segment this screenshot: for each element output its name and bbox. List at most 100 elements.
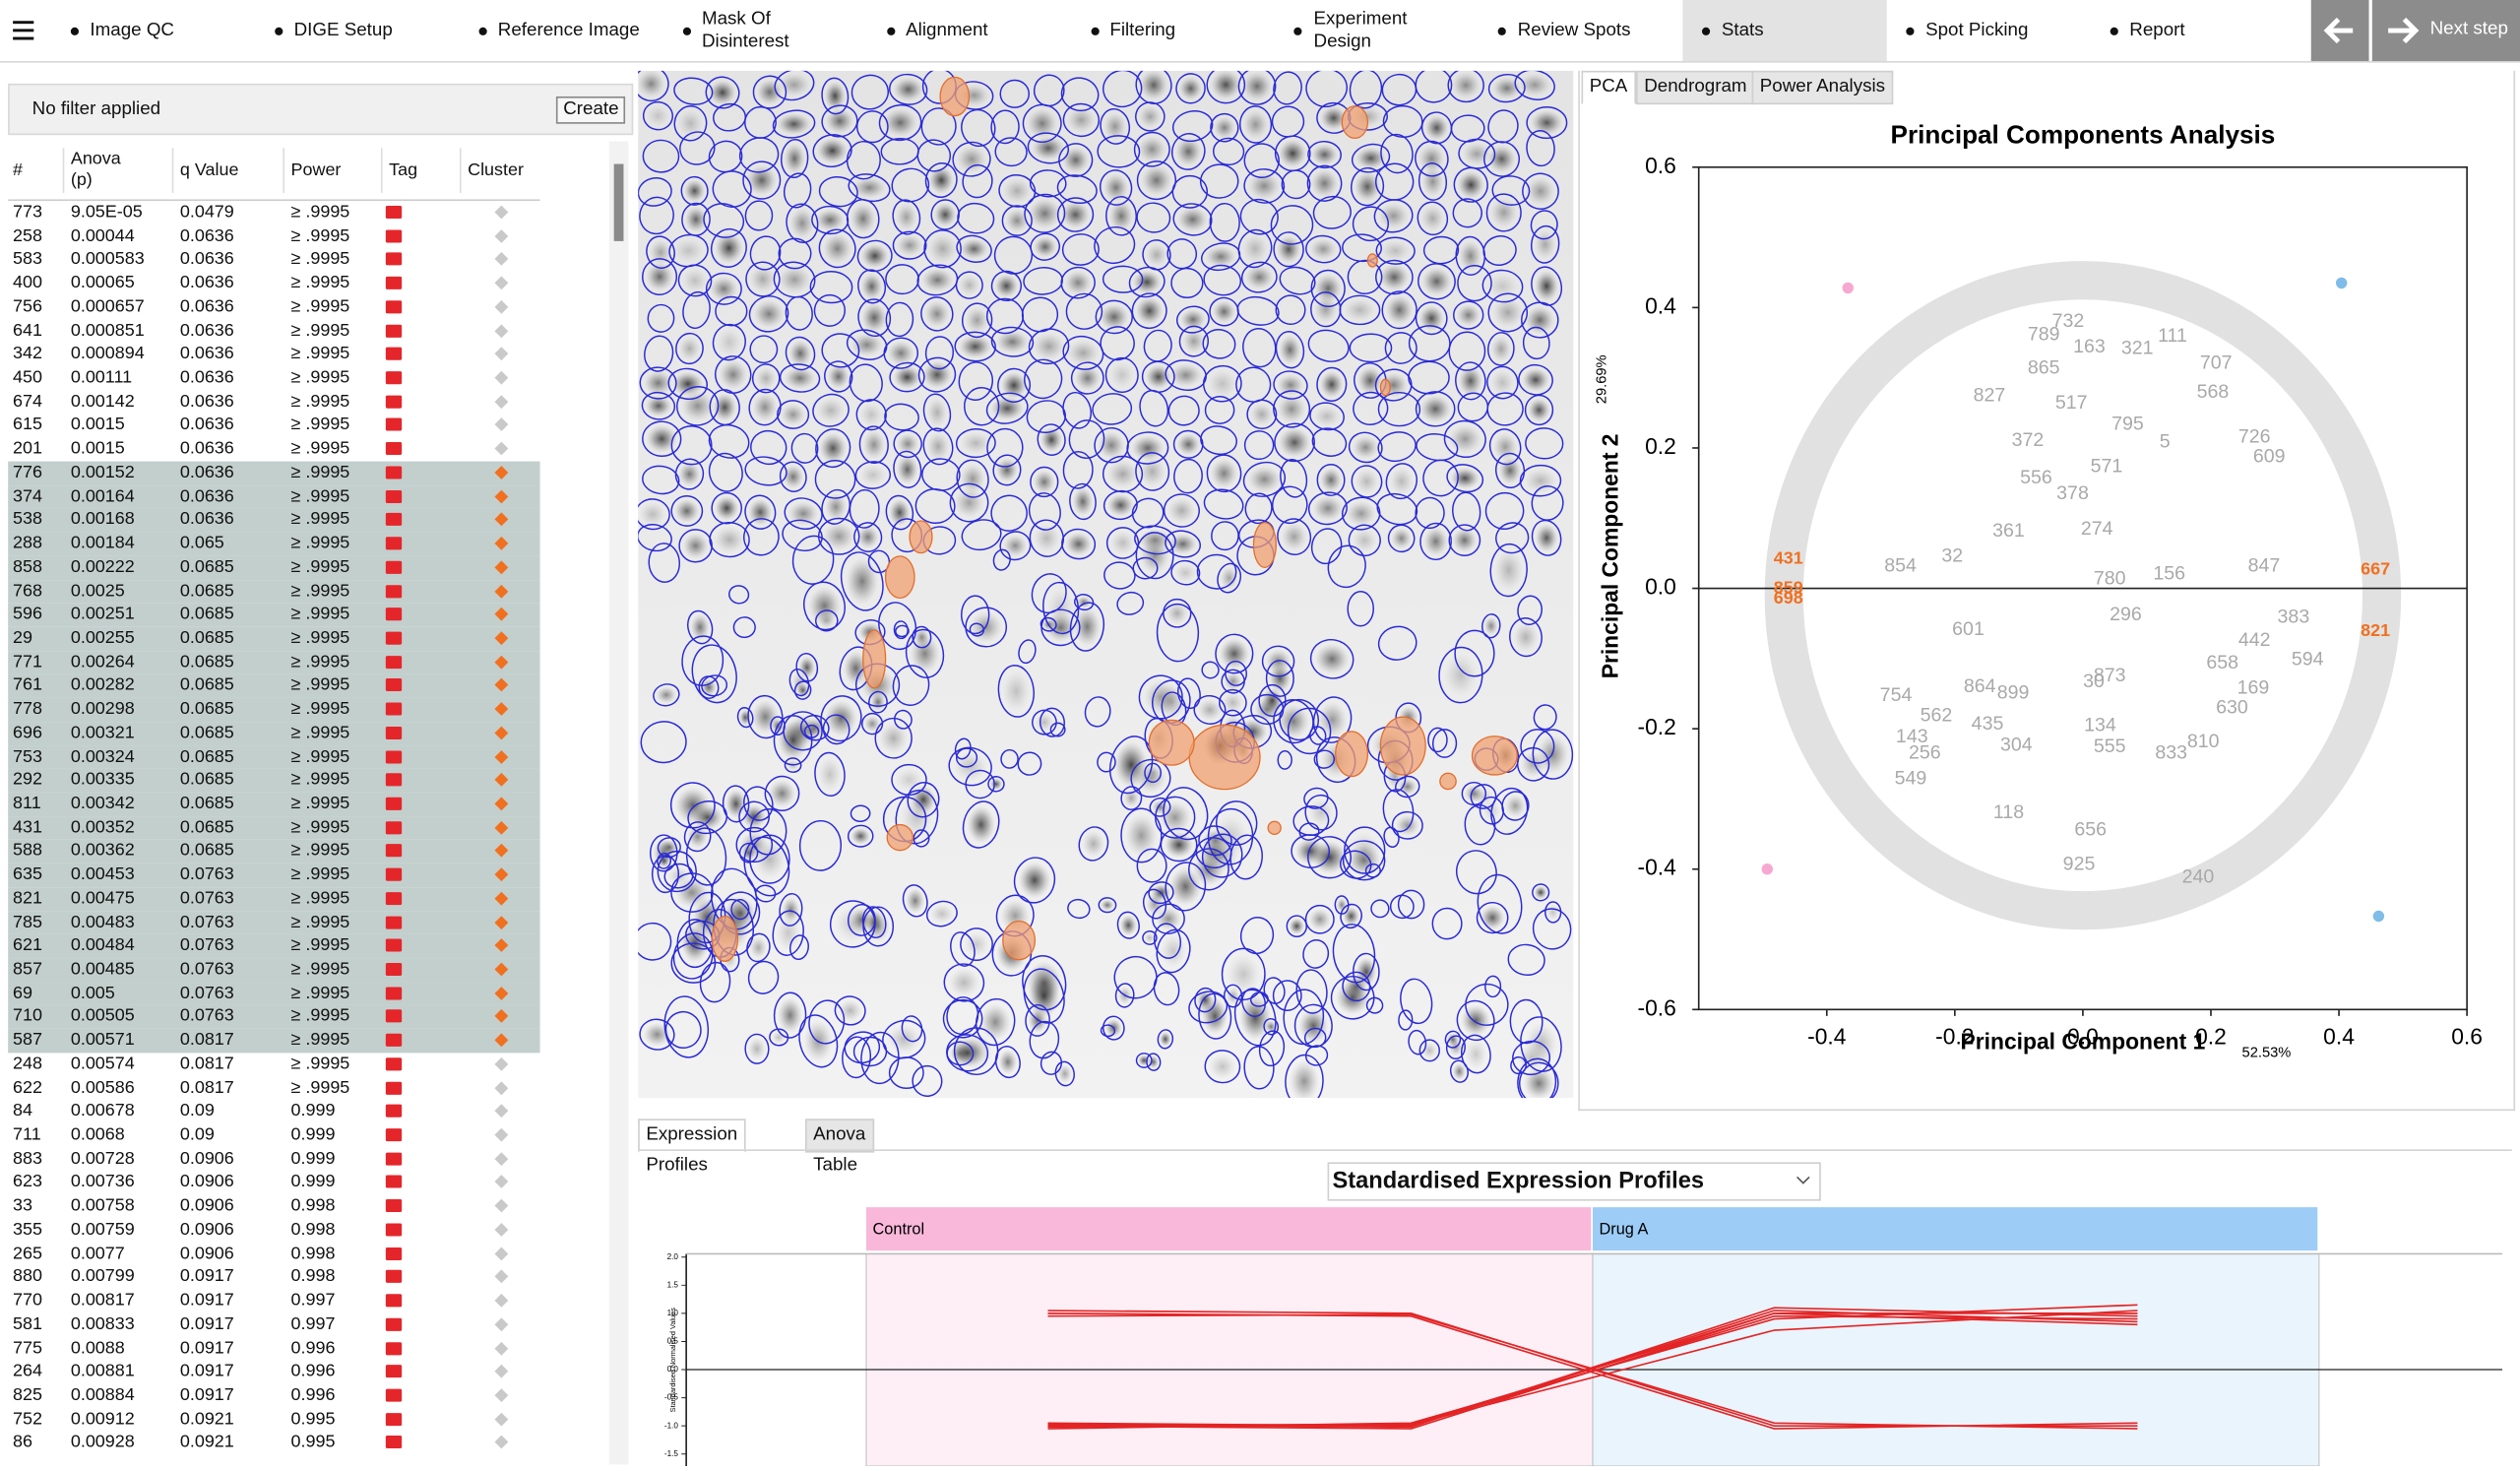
scrollbar[interactable] [608,141,629,1465]
table-row[interactable]: 761 0.00282 0.0685 ≥ .9995 [8,673,540,698]
spot-outline [742,160,782,200]
spot-outline [791,535,835,585]
table-row[interactable]: 771 0.00264 0.0685 ≥ .9995 [8,650,540,674]
column-header[interactable]: q Value [179,160,239,180]
table-row[interactable]: 201 0.0015 0.0636 ≥ .9995 [8,437,539,461]
step[interactable]: Report [2091,0,2295,61]
table-row[interactable]: 825 0.00884 0.0917 0.996 [8,1384,539,1408]
table-row[interactable]: 86 0.00928 0.0921 0.995 [8,1432,539,1455]
table-row[interactable]: 641 0.000851 0.0636 ≥ .9995 [8,319,539,343]
table-row[interactable]: 776 0.00152 0.0636 ≥ .9995 [8,461,540,485]
spot-outline [1464,803,1496,846]
table-row[interactable]: 711 0.0068 0.09 0.999 [8,1123,539,1147]
profile-dropdown[interactable]: Standardised Expression Profiles [1327,1162,1821,1201]
step[interactable]: Stats [1682,0,1888,62]
menu-icon[interactable] [13,20,35,42]
table-row[interactable]: 696 0.00321 0.0685 ≥ .9995 [8,721,540,745]
table-row[interactable]: 883 0.00728 0.0906 0.999 [8,1147,539,1171]
table-row[interactable]: 33 0.00758 0.0906 0.998 [8,1194,539,1218]
table-row[interactable]: 821 0.00475 0.0763 ≥ .9995 [8,886,540,911]
tab[interactable]: PCA [1581,70,1636,105]
table-row[interactable]: 258 0.00044 0.0636 ≥ .9995 [8,224,539,248]
spot-outline [920,296,954,332]
table-row[interactable]: 588 0.00362 0.0685 ≥ .9995 [8,839,540,863]
table-row[interactable]: 880 0.00799 0.0917 0.998 [8,1265,539,1289]
table-row[interactable]: 752 0.00912 0.0921 0.995 [8,1408,539,1432]
column-header[interactable]: Cluster [468,160,524,180]
step[interactable]: Experiment Design [1275,0,1479,61]
table-row[interactable]: 400 0.00065 0.0636 ≥ .9995 [8,272,539,295]
step[interactable]: Review Spots [1480,0,1683,61]
step[interactable]: Filtering [1071,0,1275,61]
table-row[interactable]: 635 0.00453 0.0763 ≥ .9995 [8,863,540,887]
table-cell: 0.0685 [179,746,234,767]
table-row[interactable]: 596 0.00251 0.0685 ≥ .9995 [8,603,540,627]
spot-outline [892,230,927,260]
protein-spot [889,498,911,527]
table-cell: 857 [13,959,43,980]
table-row[interactable]: 785 0.00483 0.0763 ≥ .9995 [8,910,540,935]
step[interactable]: Image QC [51,0,255,61]
table-cell: ≥ .9995 [290,770,350,791]
column-header[interactable]: Tag [389,160,418,180]
protein-spot [1159,1031,1171,1047]
tab[interactable]: Dendrogram [1636,70,1755,105]
cluster-icon [494,915,509,929]
create-button[interactable]: Create [556,96,626,124]
step[interactable]: Reference Image [460,0,663,61]
column-header[interactable]: # [13,160,24,180]
table-row[interactable]: 292 0.00335 0.0685 ≥ .9995 [8,768,540,793]
back-button[interactable] [2310,0,2369,62]
table-row[interactable]: 768 0.0025 0.0685 ≥ .9995 [8,579,540,604]
table-row[interactable]: 623 0.00736 0.0906 0.999 [8,1171,539,1194]
table-row[interactable]: 84 0.00678 0.09 0.999 [8,1100,539,1123]
table-row[interactable]: 753 0.00324 0.0685 ≥ .9995 [8,744,540,769]
table-row[interactable]: 773 9.05E-05 0.0479 ≥ .9995 [8,201,539,224]
table-row[interactable]: 583 0.000583 0.0636 ≥ .9995 [8,248,539,272]
table-row[interactable]: 431 0.00352 0.0685 ≥ .9995 [8,815,540,840]
table-row[interactable]: 69 0.005 0.0763 ≥ .9995 [8,982,540,1006]
next-button[interactable]: Next step [2371,0,2520,62]
table-row[interactable]: 811 0.00342 0.0685 ≥ .9995 [8,792,540,816]
table-row[interactable]: 288 0.00184 0.065 ≥ .9995 [8,532,540,556]
table-row[interactable]: 265 0.0077 0.0906 0.998 [8,1242,539,1265]
step[interactable]: Spot Picking [1887,0,2091,61]
table-row[interactable]: 770 0.00817 0.0917 0.997 [8,1289,539,1312]
table-cell: 785 [13,912,43,932]
table-row[interactable]: 538 0.00168 0.0636 ≥ .9995 [8,508,540,533]
step[interactable]: Alignment [867,0,1071,61]
gel-image[interactable] [638,70,1574,1099]
scroll-thumb[interactable] [613,163,624,241]
column-header[interactable]: Power [290,160,342,180]
column-header[interactable]: Anova (p) [70,149,121,190]
tab[interactable]: Expression Profiles [638,1119,746,1175]
cluster-icon [494,1175,509,1189]
tab[interactable]: Anova Table [804,1119,874,1175]
table-row[interactable]: 710 0.00505 0.0763 ≥ .9995 [8,1005,540,1030]
table-row[interactable]: 264 0.00881 0.0917 0.996 [8,1361,539,1384]
step[interactable]: DIGE Setup [255,0,459,61]
table-row[interactable]: 674 0.00142 0.0636 ≥ .9995 [8,390,539,414]
table-row[interactable]: 621 0.00484 0.0763 ≥ .9995 [8,934,540,959]
table-row[interactable]: 587 0.00571 0.0817 ≥ .9995 [8,1029,540,1054]
table-row[interactable]: 622 0.00586 0.0817 ≥ .9995 [8,1076,539,1100]
step[interactable]: Mask Of Disinterest [663,0,867,61]
table-row[interactable]: 29 0.00255 0.0685 ≥ .9995 [8,626,540,651]
spot-outline [868,690,888,714]
table-row[interactable]: 581 0.00833 0.0917 0.997 [8,1313,539,1337]
table-row[interactable]: 450 0.00111 0.0636 ≥ .9995 [8,366,539,390]
table-row[interactable]: 756 0.000657 0.0636 ≥ .9995 [8,295,539,319]
table-cell: 0.0636 [179,510,234,530]
table-row[interactable]: 857 0.00485 0.0763 ≥ .9995 [8,958,540,983]
table-row[interactable]: 615 0.0015 0.0636 ≥ .9995 [8,414,539,437]
table-row[interactable]: 248 0.00574 0.0817 ≥ .9995 [8,1053,539,1076]
table-row[interactable]: 374 0.00164 0.0636 ≥ .9995 [8,484,540,509]
table-row[interactable]: 775 0.0088 0.0917 0.996 [8,1337,539,1361]
spot-outline [773,261,816,298]
table-row[interactable]: 342 0.000894 0.0636 ≥ .9995 [8,343,539,366]
table-row[interactable]: 778 0.00298 0.0685 ≥ .9995 [8,697,540,722]
table-row[interactable]: 355 0.00759 0.0906 0.998 [8,1218,539,1242]
protein-spot [1319,370,1344,398]
table-row[interactable]: 858 0.00222 0.0685 ≥ .9995 [8,555,540,580]
tab[interactable]: Power Analysis [1751,70,1894,105]
